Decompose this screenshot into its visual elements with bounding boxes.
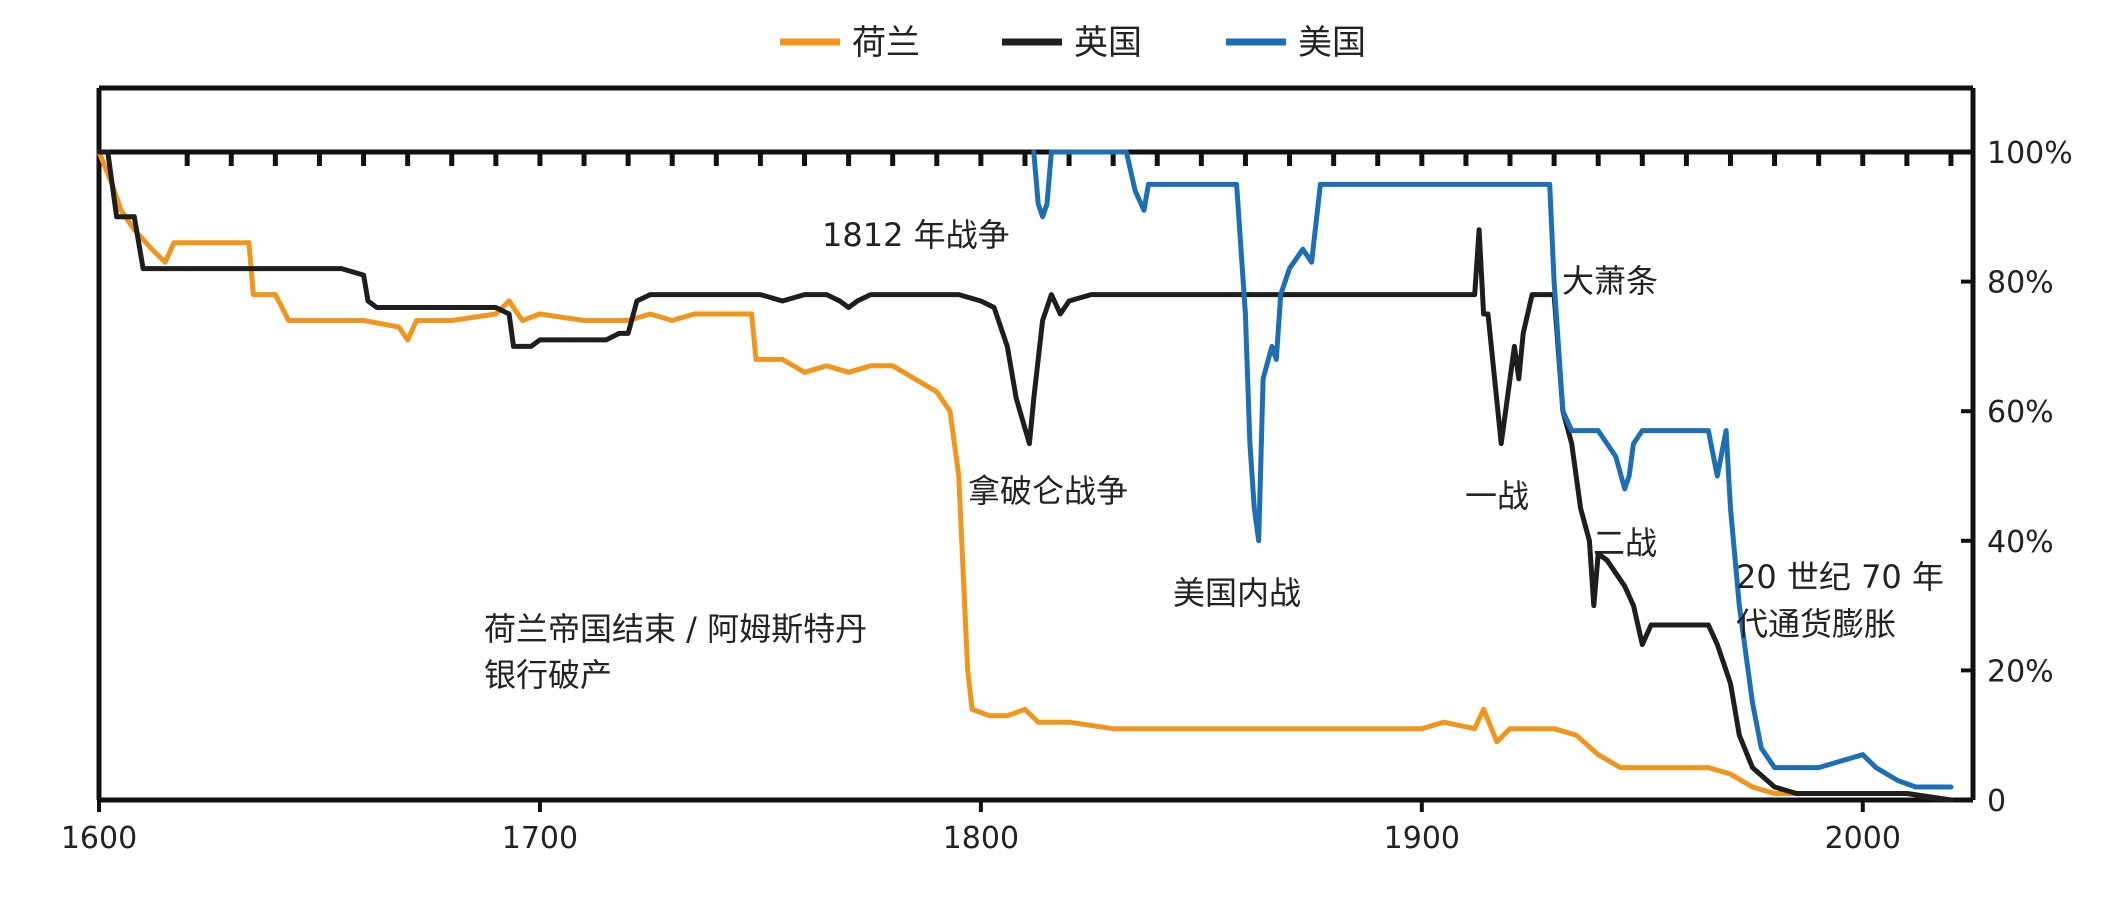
series-line-uk bbox=[96, 149, 1954, 803]
annotation-inflation-1970s-line2: 代通货膨胀 bbox=[1736, 605, 1896, 643]
x-axis-ticks: 1600 1700 1800 1900 2000 bbox=[61, 800, 1901, 856]
annotation-napoleonic-war: 拿破仑战争 bbox=[968, 472, 1128, 510]
legend-label-us: 美国 bbox=[1298, 23, 1366, 63]
x-tick-label-2000: 2000 bbox=[1825, 821, 1901, 856]
legend-item-netherlands: 荷兰 bbox=[780, 23, 920, 63]
annotation-dutch-empire-end: 荷兰帝国结束 / 阿姆斯特丹 银行破产 bbox=[484, 610, 877, 694]
x-tick-label-1800: 1800 bbox=[943, 821, 1019, 856]
annotation-ww1: 一战 bbox=[1465, 477, 1529, 515]
chart-legend: 荷兰 英国 美国 bbox=[780, 23, 1366, 63]
y-tick-label-100: 100% bbox=[1987, 136, 2073, 171]
annotation-war-of-1812: 1812 年战争 bbox=[822, 216, 1010, 254]
annotation-us-civil-war: 美国内战 bbox=[1173, 574, 1301, 612]
annotation-inflation-1970s-line1: 20 世纪 70 年 bbox=[1736, 558, 1944, 596]
legend-label-netherlands: 荷兰 bbox=[852, 23, 920, 63]
series-lines bbox=[96, 149, 1954, 803]
y-tick-label-60: 60% bbox=[1987, 395, 2054, 430]
x-tick-label-1600: 1600 bbox=[61, 821, 137, 856]
y-tick-label-20: 20% bbox=[1987, 654, 2054, 689]
annotation-dutch-empire-end-line1: 荷兰帝国结束 / 阿姆斯特丹 bbox=[484, 610, 867, 648]
series-line-us bbox=[1031, 149, 1954, 790]
x-tick-label-1900: 1900 bbox=[1384, 821, 1460, 856]
annotation-ww2: 二战 bbox=[1593, 524, 1657, 562]
top-frame-band bbox=[96, 85, 1976, 152]
annotation-dutch-empire-end-line2: 银行破产 bbox=[484, 656, 612, 694]
annotation-great-depression: 大萧条 bbox=[1562, 262, 1658, 300]
y-tick-label-80: 80% bbox=[1987, 266, 2054, 301]
y-axis-ticks: 0 20% 40% 60% 80% 100% bbox=[1961, 136, 2073, 819]
annotation-inflation-1970s: 20 世纪 70 年 代通货膨胀 bbox=[1736, 558, 1954, 643]
x-tick-label-1700: 1700 bbox=[502, 821, 578, 856]
legend-item-uk: 英国 bbox=[1002, 23, 1142, 63]
series-line-netherlands bbox=[96, 149, 1954, 803]
legend-label-uk: 英国 bbox=[1074, 23, 1142, 63]
top-tick-marks bbox=[184, 152, 1954, 166]
y-tick-label-40: 40% bbox=[1987, 525, 2054, 560]
annotations: 1812 年战争 拿破仑战争 美国内战 荷兰帝国结束 / 阿姆斯特丹 银行破产 … bbox=[484, 216, 1954, 694]
legend-item-us: 美国 bbox=[1226, 23, 1366, 63]
y-tick-label-0: 0 bbox=[1987, 784, 2006, 819]
